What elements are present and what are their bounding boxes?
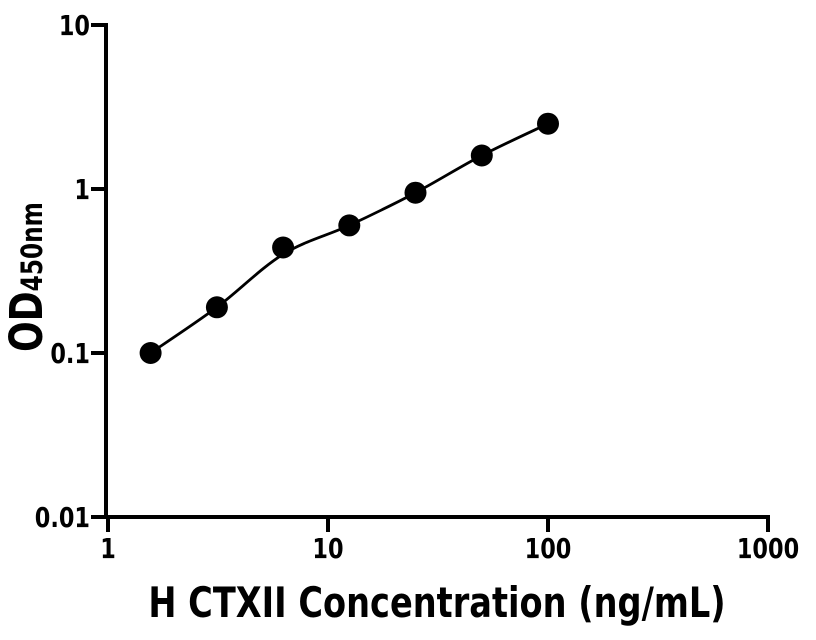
x-tick-label: 100 <box>525 531 572 564</box>
y-tick-label: 10 <box>59 8 90 41</box>
y-tick-label: 0.1 <box>50 336 90 369</box>
y-axis-title: OD 450nm <box>0 197 54 357</box>
x-axis-title: H CTXII Concentration (ng/mL) <box>148 578 726 627</box>
x-tick-label: 1000 <box>737 531 799 564</box>
x-tick-label: 10 <box>312 531 343 564</box>
data-point <box>537 112 559 135</box>
data-point <box>139 342 162 364</box>
y-axis-title-subscript: 450nm <box>15 202 49 292</box>
axis-spines <box>104 23 770 519</box>
x-tick-label: 1 <box>100 531 116 564</box>
data-point <box>205 296 228 319</box>
data-point <box>470 144 493 167</box>
y-axis-title-main: OD <box>0 291 53 352</box>
data-point <box>338 214 361 237</box>
data-point <box>404 181 427 204</box>
y-tick-label: 0.01 <box>35 500 90 533</box>
data-point <box>272 236 295 259</box>
y-tick-label: 1 <box>74 172 90 205</box>
